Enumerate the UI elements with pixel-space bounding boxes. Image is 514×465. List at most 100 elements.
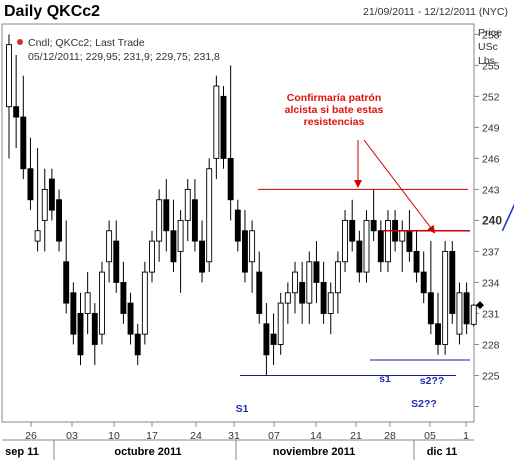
candle-body-up [277,302,284,345]
candle-body-up [184,188,191,221]
candle-body-up [442,250,449,345]
candle-body-up [306,261,313,304]
candle-body-down [349,219,356,242]
candle-body-up [470,304,477,325]
candle-body-down [263,323,270,356]
label-s2-lower: S2?? [411,398,437,410]
candle-body-down [134,333,141,356]
date-axis: 26 03 10 17 24 31 07 14 21 28 05 1 sep 11 octubre 201… [5,422,469,460]
axis-title-lbs: Lbs [478,55,495,67]
candle-body-down [256,271,263,314]
candle-body-down [113,240,120,283]
candle-body-up [141,271,148,335]
candle-body-down [127,302,134,335]
candle-body-up [106,230,113,263]
candle-body-down [413,250,420,273]
price-tick-label: 225 [482,370,500,382]
candle-body-down [406,230,413,252]
candle-body-down [199,240,206,273]
projection-path [501,203,514,232]
note-line-1: Confirmaría patrón [287,92,382,104]
candle-body-down [170,230,177,263]
date-tick-label: 28 [384,430,396,442]
date-tick-label: 03 [66,430,78,442]
candle-body-up [213,85,220,159]
candle-body-up [84,292,91,314]
candle-body-down [220,95,227,159]
candle-body-down [227,157,234,201]
candle-body-up [206,168,213,263]
candle-body-down [449,250,456,314]
month-label: noviembre 2011 [273,446,356,458]
candle-body-down [234,209,241,242]
candle-body-down [270,333,277,345]
candle-body-down [56,199,62,242]
candle-body-up [334,261,341,294]
date-tick-label: 10 [108,430,120,442]
month-label: sep 11 [5,446,39,458]
candle-body-up [327,292,334,314]
date-tick-label: 14 [310,430,322,442]
label-s1-right: s1 [379,373,391,385]
date-tick-label: 31 [228,430,240,442]
candle-body-down [120,281,127,314]
candle-body-down [463,292,470,325]
candle-body-up [149,240,155,273]
candle-body-down [48,178,55,211]
price-tick-label: 228 [482,339,500,351]
last-price-marker-icon [476,301,484,310]
candle-body-down [191,199,198,242]
date-range: 21/09/2011 - 12/12/2011 (NYC) [363,6,508,18]
price-tick-label: 240 [482,213,502,227]
price-tick-label: 231 [482,308,500,320]
candle-body-up [98,271,105,335]
candle-body-up [399,230,406,242]
candle-body-down [420,271,427,294]
price-tick-label: 243 [482,184,500,196]
date-tick-label: 1 [463,430,469,442]
candle-body-up [292,271,298,294]
legend-marker-icon [17,39,23,45]
axis-title-price: Price [478,27,502,39]
price-tick-label: 252 [482,91,500,103]
price-tick-label: 246 [482,153,500,165]
price-tick-label: 237 [482,246,500,258]
candle-body-up [34,230,41,242]
axis-title-unit: USc [478,41,498,53]
legend-values: 05/12/2011; 229,95; 231,9; 229,75; 231,8 [28,51,220,63]
candle-body-down [27,168,34,201]
candle-body-down [377,230,384,263]
price-tick-label: 234 [482,277,500,289]
candle-body-down [356,240,363,273]
date-tick-label: 17 [146,430,158,442]
month-label: octubre 2011 [114,446,181,458]
candle-body-down [370,219,377,232]
date-tick-label: 26 [25,430,37,442]
candle-body-down [63,261,70,304]
candle-body-up [456,292,463,335]
price-tick-label: 255 [482,60,500,72]
legend-series-label: Cndl; QKCc2; Last Trade [28,37,145,49]
note-line-2: alcista si bate estas [285,104,384,116]
candle-body-up [342,219,348,263]
candle-body-up [249,230,256,263]
candle-body-down [20,116,27,170]
price-tick-label: 258 [482,29,500,41]
candle-body-up [41,188,48,221]
candle-body-down [77,313,84,356]
note-arrow-diagonal [363,139,436,234]
candle-body-down [320,281,327,314]
date-tick-label: 21 [350,430,362,442]
candle-body-down [163,199,170,232]
candle-body-down [313,261,320,283]
date-tick-label: 24 [190,430,202,442]
date-tick-label: 05 [424,430,436,442]
label-s2-upper: s2?? [420,375,445,387]
chart-title: Daily QKCc2 [4,3,100,20]
candle-body-up [385,219,391,263]
candle-body-up [177,219,184,252]
candle-body-down [91,313,98,345]
candle-body-down [70,292,77,335]
date-tick-label: 07 [268,430,280,442]
